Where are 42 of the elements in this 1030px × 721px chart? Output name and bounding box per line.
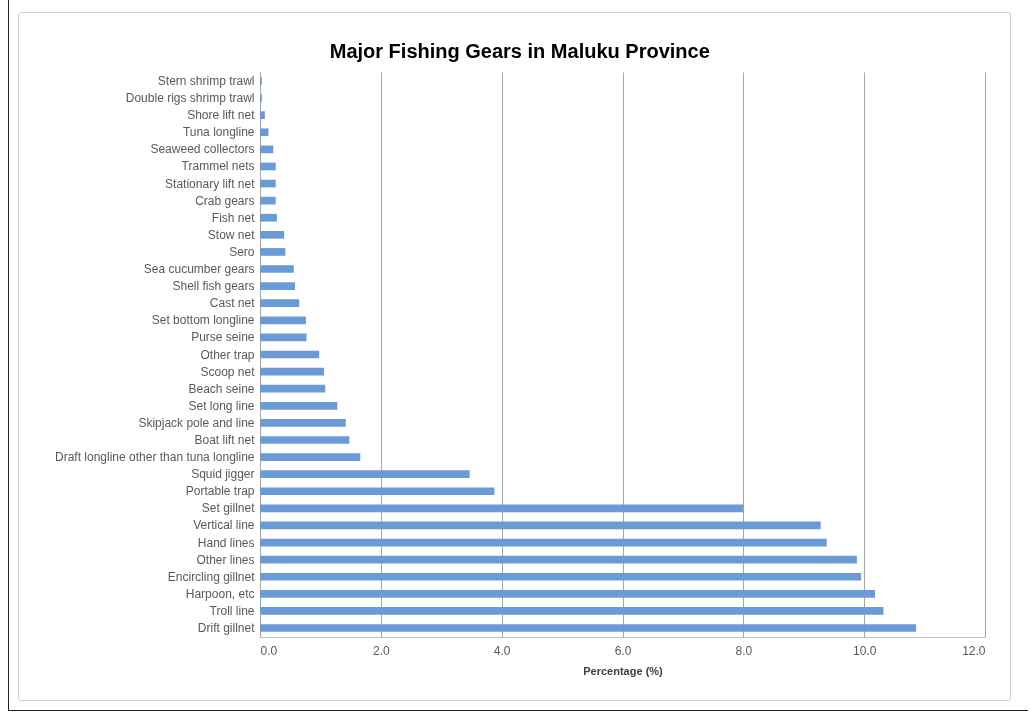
y-tick-label: Other lines xyxy=(196,552,255,567)
y-tick-label: Double rigs shrimp trawl xyxy=(125,91,255,106)
y-tick-label: Trammel nets xyxy=(181,159,255,174)
x-axis-title: Percentage (%) xyxy=(583,664,664,677)
y-tick-label: Vertical line xyxy=(193,518,255,533)
x-tick-label: 12.0 xyxy=(962,643,986,658)
y-tick-label: Beach seine xyxy=(188,381,255,396)
x-tick-label: 4.0 xyxy=(493,643,511,658)
y-tick-label: Stationary lift net xyxy=(165,176,256,191)
x-tick-label: 0.0 xyxy=(260,643,278,658)
y-tick-label: Encircling gillnet xyxy=(167,569,256,584)
y-tick-label: Scoop net xyxy=(200,364,256,379)
y-tick-label: Cast net xyxy=(209,296,256,311)
y-tick-label: Set gillnet xyxy=(201,501,256,516)
y-tick-label: Sea cucumber gears xyxy=(143,262,255,277)
y-tick-label: Other trap xyxy=(200,347,255,362)
y-tick-label: Shell fish gears xyxy=(172,279,255,294)
y-tick-label: Harpoon, etc xyxy=(185,586,255,601)
y-tick-label: Boat lift net xyxy=(194,432,256,447)
y-tick-label: Troll line xyxy=(209,603,255,618)
y-tick-label: Crab gears xyxy=(195,193,255,208)
chart-title: Major Fishing Gears in Maluku Province xyxy=(329,40,710,62)
y-tick-label: Skipjack pole and line xyxy=(138,415,255,430)
y-tick-label: Hand lines xyxy=(197,535,255,550)
y-tick-label: Purse seine xyxy=(191,330,255,345)
y-tick-label: Stern shrimp trawl xyxy=(157,73,255,88)
x-tick-label: 2.0 xyxy=(372,643,390,658)
y-tick-label: Drift gillnet xyxy=(197,621,256,636)
y-tick-label: Seaweed collectors xyxy=(150,142,255,157)
y-tick-label: Squid jigger xyxy=(191,467,255,482)
x-tick-label: 10.0 xyxy=(852,643,877,658)
y-tick-label: Stow net xyxy=(207,227,256,242)
y-tick-label: Shore lift net xyxy=(187,108,256,123)
x-tick-label: 6.0 xyxy=(614,643,632,658)
y-tick-label: Set bottom longline xyxy=(151,313,255,328)
y-tick-label: Set long line xyxy=(188,398,255,413)
y-tick-label: Fish net xyxy=(211,210,256,225)
y-tick-label: Draft longline other than tuna longline xyxy=(55,450,255,465)
y-tick-label: Portable trap xyxy=(185,484,255,499)
y-tick-label: Sero xyxy=(229,244,255,259)
x-tick-label: 8.0 xyxy=(735,643,753,658)
y-tick-label: Tuna longline xyxy=(182,125,255,140)
